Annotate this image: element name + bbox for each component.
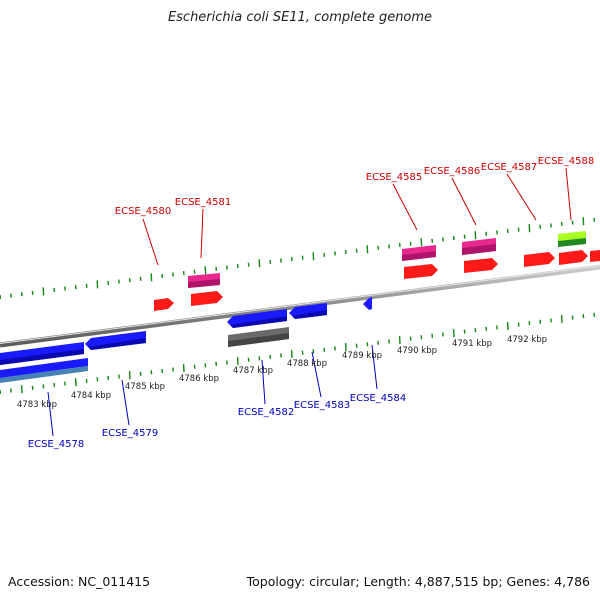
cds-ecse-4579-shade	[88, 338, 146, 350]
reverse-gene-track	[0, 327, 289, 383]
leader-ecse-4582	[261, 359, 266, 405]
label-ecse-4581[interactable]: ECSE_4581	[175, 197, 231, 208]
label-ecse-4579[interactable]: ECSE_4579	[102, 428, 158, 439]
scale-label: 4792 kbp	[507, 335, 547, 345]
scale-label: 4791 kbp	[452, 339, 492, 349]
reverse-cds-track	[0, 297, 372, 365]
cds-ecse-4584[interactable]	[363, 297, 372, 310]
scale-label: 4786 kbp	[179, 374, 219, 384]
label-ecse-4580[interactable]: ECSE_4580	[115, 206, 171, 217]
leader-ecse-4583	[311, 351, 322, 398]
leader-ecse-4588	[565, 167, 572, 221]
accession-text: Accession: NC_011415	[8, 574, 151, 589]
gene-ecse-4581-shade	[188, 279, 220, 288]
gene-ecse-4586-shade	[462, 244, 496, 255]
label-ecse-4585[interactable]: ECSE_4585	[366, 172, 422, 183]
label-ecse-4578[interactable]: ECSE_4578	[28, 439, 84, 450]
cds-ecse-4580[interactable]	[154, 298, 174, 311]
label-ecse-4588[interactable]: ECSE_4588	[538, 156, 594, 167]
cds-ecse-4583-shade	[292, 310, 327, 319]
forward-labels: ECSE_4580 ECSE_4581 ECSE_4585 ECSE_4586 …	[115, 156, 594, 217]
cds-ecse-4582-shade	[230, 316, 287, 328]
label-ecse-4582[interactable]: ECSE_4582	[238, 407, 294, 418]
cds-next-edge[interactable]	[590, 250, 600, 262]
scale-label: 4789 kbp	[342, 351, 382, 361]
label-ecse-4587[interactable]: ECSE_4587	[481, 162, 537, 173]
leader-ecse-4580	[142, 218, 159, 266]
reverse-labels: ECSE_4578 ECSE_4579 ECSE_4582 ECSE_4583 …	[28, 393, 406, 450]
forward-gene-track	[188, 231, 586, 288]
scale-label: 4787 kbp	[233, 366, 273, 376]
scale-labels: 4783 kbp 4784 kbp 4785 kbp 4786 kbp 4787…	[17, 335, 547, 410]
gene-ecse-4578-a[interactable]	[0, 358, 88, 378]
reverse-tick-row	[0, 312, 596, 395]
label-ecse-4584[interactable]: ECSE_4584	[350, 393, 406, 404]
gene-ecse-4585-shade	[402, 251, 436, 261]
gene-ecse-4578-b[interactable]	[0, 366, 88, 383]
scale-label: 4790 kbp	[397, 346, 437, 356]
map-title: Escherichia coli SE11, complete genome	[167, 10, 433, 25]
leader-ecse-4585	[392, 183, 418, 231]
genome-backbone	[0, 264, 600, 348]
cds-ecse-4585[interactable]	[404, 264, 438, 279]
scale-label: 4783 kbp	[17, 400, 57, 410]
cds-ecse-4578-shade	[0, 349, 84, 365]
leader-ecse-4579	[121, 379, 130, 426]
label-ecse-4583[interactable]: ECSE_4583	[294, 400, 350, 411]
cds-ecse-4588[interactable]	[559, 250, 588, 265]
scale-label: 4788 kbp	[287, 359, 327, 369]
forward-tick-row	[0, 217, 596, 300]
label-leaders	[47, 167, 572, 437]
genome-summary-text: Topology: circular; Length: 4,887,515 bp…	[246, 574, 590, 589]
scale-label: 4785 kbp	[125, 382, 165, 392]
leader-ecse-4584	[371, 344, 378, 390]
cds-ecse-4586[interactable]	[464, 258, 498, 273]
cds-ecse-4587[interactable]	[524, 252, 555, 267]
gene-ecse-4582-shade	[228, 333, 289, 347]
leader-ecse-4581	[200, 208, 204, 259]
cds-ecse-4581[interactable]	[191, 291, 223, 306]
forward-cds-track	[154, 250, 600, 311]
gene-ecse-4588-dark	[558, 238, 586, 247]
scale-label: 4784 kbp	[71, 391, 111, 401]
leader-ecse-4587	[506, 173, 537, 221]
label-ecse-4586[interactable]: ECSE_4586	[424, 166, 480, 177]
genome-backbone-highlight	[0, 265, 600, 344]
leader-ecse-4586	[451, 177, 477, 226]
leader-ecse-4578	[47, 391, 54, 437]
